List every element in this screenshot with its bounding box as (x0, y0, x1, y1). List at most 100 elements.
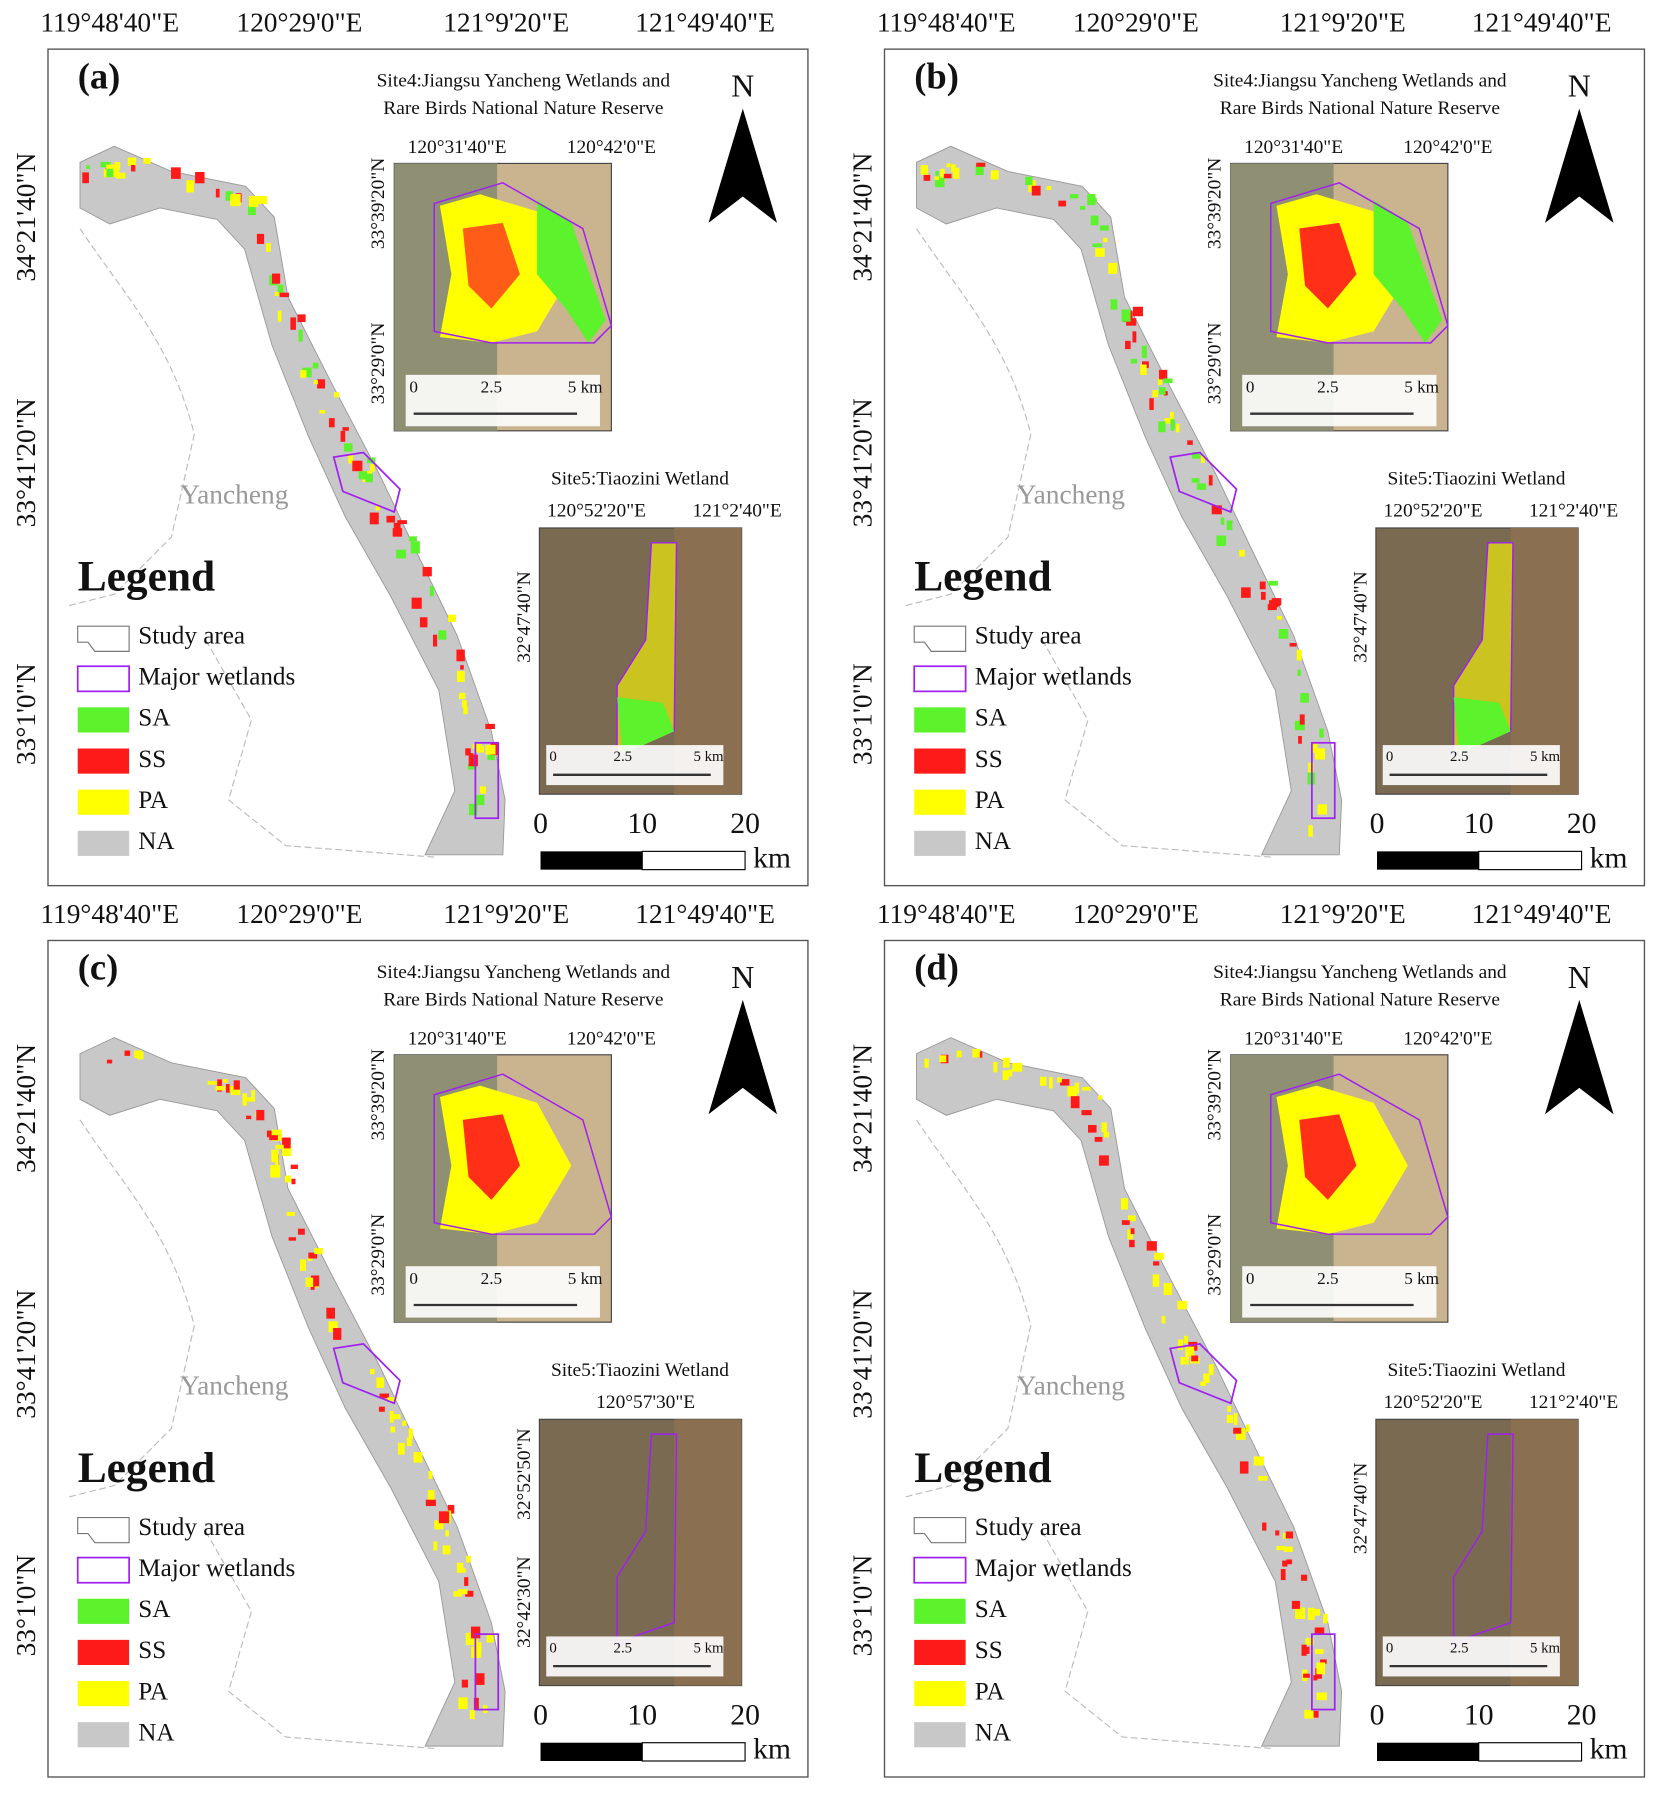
legend-label: PA (138, 1678, 168, 1705)
inset-scale-label: 5 km (693, 749, 724, 765)
inset-title: Site4:Jiangsu Yancheng Wetlands and (1213, 71, 1507, 92)
class-patch (438, 1511, 450, 1524)
class-patch (422, 566, 432, 577)
class-patch (100, 161, 111, 168)
site4-boundary (1270, 1073, 1449, 1235)
city-label: Yancheng (1017, 1371, 1126, 1401)
study-area (916, 145, 1343, 856)
class-patch (1294, 720, 1305, 731)
class-patch (1298, 735, 1302, 744)
class-patch (1286, 1559, 1293, 1565)
class-patch (312, 362, 319, 369)
class-patch (1092, 243, 1103, 248)
class-patch (1289, 643, 1297, 647)
longitude-label: 121°9'20"E (443, 899, 569, 929)
legend-swatch (77, 1639, 130, 1666)
class-patch (1108, 262, 1118, 274)
city-label: Yancheng (180, 1371, 289, 1401)
scale-bar-white (641, 850, 746, 871)
class-patch (1196, 483, 1207, 490)
legend-label: NA (975, 828, 1011, 855)
class-patch (277, 284, 284, 293)
class-patch (1081, 1110, 1092, 1116)
scale-label: 20 (1567, 1699, 1597, 1731)
inset-longitude-label: 120°42'0"E (1403, 137, 1492, 158)
class-patch (474, 1642, 482, 1653)
inset-title: Rare Birds National Nature Reserve (1220, 990, 1500, 1011)
class-patch (1098, 1095, 1103, 1100)
class-patch (990, 170, 999, 180)
class-patch (429, 586, 434, 597)
class-patch (270, 1165, 281, 1178)
class-patch (1208, 1364, 1214, 1375)
class-patch (308, 1252, 318, 1259)
class-patch (402, 1420, 407, 1426)
class-patch (281, 1144, 292, 1157)
latitude-label: 33°41'20"N (11, 1289, 41, 1418)
longitude-label: 120°29'0"E (1073, 7, 1199, 37)
scale-unit: km (753, 842, 791, 874)
class-patch (392, 1414, 401, 1420)
legend-label: Study area (975, 622, 1082, 649)
inset-scale-box (1382, 745, 1560, 786)
inset-latitude-label: 32°52'50"N (514, 1428, 535, 1519)
land-boundary (904, 228, 1271, 858)
class-patch (1239, 1461, 1249, 1474)
inset-longitude-label: 120°31'40"E (408, 137, 507, 158)
inset-longitude-label: 121°2'40"E (1529, 500, 1618, 521)
class-patch (230, 194, 241, 207)
north-arrow (1545, 999, 1614, 1115)
inset-latitude-label: 33°29'0"N (1204, 1214, 1225, 1296)
class-patch (106, 1059, 113, 1064)
wetland-site5 (1311, 741, 1336, 820)
class-patch (171, 167, 181, 179)
class-patch (1295, 1607, 1306, 1619)
legend-swatch (77, 789, 130, 815)
class-patch (275, 1144, 284, 1149)
class-patch (1012, 1062, 1023, 1072)
class-patch (229, 1086, 237, 1092)
inset-longitude-label: 121°2'40"E (692, 500, 781, 521)
inset-scale-label: 2.5 (614, 749, 633, 765)
legend-swatch (914, 789, 966, 815)
site5-patch-sa (617, 697, 675, 755)
inset-scale-label: 2.5 (1317, 377, 1338, 396)
class-patch (378, 1406, 385, 1412)
class-patch (1153, 1261, 1160, 1266)
class-patch (246, 1097, 256, 1102)
class-patch (302, 367, 312, 378)
class-patch (286, 1211, 295, 1216)
class-patch (425, 1499, 436, 1507)
class-patch (266, 1130, 273, 1138)
class-patch (1203, 1373, 1210, 1384)
class-patch (1226, 1414, 1234, 1423)
inset-longitude-label: 120°31'40"E (408, 1028, 507, 1049)
class-patch (453, 1591, 462, 1597)
class-patch (1275, 1530, 1280, 1536)
class-patch (1271, 601, 1281, 606)
class-patch (1191, 1355, 1199, 1362)
scale-bar-black (540, 1742, 643, 1761)
class-patch (1110, 299, 1118, 310)
latitude-label: 33°41'20"N (847, 398, 877, 527)
class-patch (333, 1328, 342, 1340)
class-patch (1220, 517, 1225, 525)
inset-title: Site5:Tiaozini Wetland (1387, 1360, 1565, 1381)
inset-latitude-label: 32°47'40"N (1351, 1463, 1372, 1554)
class-patch (393, 522, 401, 535)
legend-swatch (77, 1598, 130, 1624)
legend-label: SS (138, 746, 166, 773)
class-patch (344, 443, 353, 452)
latitude-label: 33°1'0"N (847, 663, 877, 765)
class-patch (1303, 1646, 1310, 1654)
class-patch (1310, 1608, 1321, 1616)
class-patch (251, 1090, 255, 1099)
class-patch (291, 1178, 296, 1185)
site5-patch-sa (1453, 697, 1511, 755)
class-patch (1313, 1675, 1318, 1681)
class-patch (1175, 423, 1180, 433)
class-patch (1319, 728, 1324, 738)
north-label: N (731, 959, 754, 995)
inset-scale-label: 0 (1386, 1640, 1393, 1656)
